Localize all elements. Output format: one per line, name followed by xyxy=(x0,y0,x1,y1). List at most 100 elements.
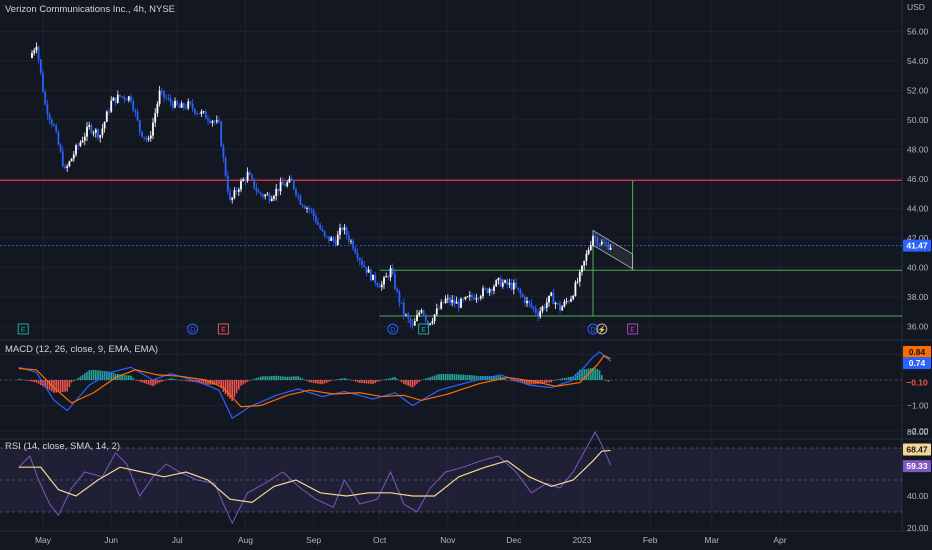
candle-body xyxy=(163,90,165,98)
macd-histogram-bar xyxy=(88,370,90,380)
candle-body xyxy=(605,242,608,245)
macd-histogram-bar xyxy=(308,380,310,383)
macd-histogram-bar xyxy=(20,379,22,380)
macd-histogram-bar xyxy=(532,380,535,385)
macd-histogram-bar xyxy=(321,380,324,385)
macd-histogram-bar xyxy=(163,380,165,381)
x-tick-label: Oct xyxy=(373,535,387,545)
candle-body xyxy=(167,98,170,100)
macd-value-tag-bg xyxy=(903,357,931,370)
event-marker-earnings xyxy=(418,323,430,335)
candle-body xyxy=(187,101,190,109)
candle-body xyxy=(585,253,588,261)
candle-body xyxy=(169,98,172,103)
macd-histogram-bar xyxy=(488,375,491,380)
chart-title: Verizon Communications Inc., 4h, NYSE xyxy=(5,4,176,15)
macd-histogram-bar xyxy=(75,379,77,380)
macd-histogram-bar xyxy=(220,380,222,389)
candle-body xyxy=(279,181,282,192)
macd-histogram-bar xyxy=(29,380,31,382)
macd-histogram-bar xyxy=(231,380,233,402)
candle-body xyxy=(424,314,427,321)
macd-histogram-bar xyxy=(464,374,467,380)
macd-histogram-bar xyxy=(491,375,493,380)
candle-body xyxy=(108,111,110,113)
candle-body xyxy=(266,194,269,196)
macd-histogram-bar xyxy=(277,375,280,380)
candle-body xyxy=(185,107,187,109)
macd-histogram-bar xyxy=(172,378,174,380)
macd-histogram-bar xyxy=(244,380,247,384)
macd-histogram-bar xyxy=(570,376,572,380)
macd-histogram-bar xyxy=(77,377,79,380)
macd-histogram-bar xyxy=(92,369,95,380)
candle-body xyxy=(427,320,429,325)
candle-body xyxy=(407,314,410,319)
candle-body xyxy=(321,229,324,231)
event-marker-dividend xyxy=(187,323,199,335)
macd-histogram-bar xyxy=(598,370,601,380)
candle-body xyxy=(512,282,515,290)
candle-body xyxy=(336,234,339,246)
candle-body xyxy=(484,288,487,290)
macd-histogram-bar xyxy=(337,379,339,380)
candle-body xyxy=(409,318,412,324)
candle-body xyxy=(455,301,458,304)
candle-body xyxy=(552,292,555,305)
macd-histogram-bar xyxy=(394,376,396,380)
candle-body xyxy=(539,311,542,317)
macd-histogram-bar xyxy=(79,376,82,380)
macd-histogram-bar xyxy=(216,380,218,385)
candle-body xyxy=(31,53,33,58)
currency-label: USD xyxy=(907,2,925,12)
candle-body xyxy=(86,126,88,137)
candle-body xyxy=(510,282,513,290)
x-tick-label: Aug xyxy=(238,535,253,545)
candle-body xyxy=(433,314,436,322)
macd-histogram-bar xyxy=(24,380,27,381)
candle-body xyxy=(323,230,326,236)
macd-histogram-bar xyxy=(504,378,506,380)
candle-body xyxy=(158,90,161,104)
candle-body xyxy=(312,209,315,217)
macd-histogram-bar xyxy=(376,380,379,383)
candle-body xyxy=(46,104,49,115)
candle-body xyxy=(528,300,531,304)
candle-body xyxy=(504,280,506,283)
event-marker-earnings xyxy=(217,323,229,335)
candle-body xyxy=(367,269,370,273)
candle-body xyxy=(431,321,434,324)
candle-body xyxy=(83,136,86,141)
candle-body xyxy=(457,301,460,308)
macd-histogram-bar xyxy=(447,373,449,380)
macd-histogram-bar xyxy=(370,380,372,384)
candle-body xyxy=(145,137,148,140)
candle-body xyxy=(541,306,544,312)
macd-histogram-bar xyxy=(332,380,335,381)
macd-histogram-bar xyxy=(431,376,434,380)
candle-body xyxy=(314,216,317,223)
candle-body xyxy=(462,298,465,300)
macd-histogram-bar xyxy=(73,380,75,382)
candle-body xyxy=(48,114,51,120)
macd-histogram-bar xyxy=(235,380,238,394)
macd-histogram-bar xyxy=(572,376,574,380)
macd-histogram-bar xyxy=(130,375,132,380)
candle-body xyxy=(508,282,511,285)
candle-body xyxy=(286,182,289,187)
macd-histogram-bar xyxy=(365,380,368,384)
macd-hist-tag-bg xyxy=(903,376,931,389)
candle-body xyxy=(209,120,212,123)
macd-histogram-bar xyxy=(233,380,236,398)
macd-histogram-bar xyxy=(561,378,563,380)
candle-body xyxy=(473,297,476,300)
event-marker-dividend xyxy=(587,323,599,335)
candle-body xyxy=(53,124,55,126)
x-tick-label: Jun xyxy=(104,535,118,545)
candle-body xyxy=(451,299,454,303)
macd-histogram-bar xyxy=(554,379,557,381)
candle-body xyxy=(251,175,253,179)
rsi-ma-tag-bg xyxy=(903,443,931,456)
